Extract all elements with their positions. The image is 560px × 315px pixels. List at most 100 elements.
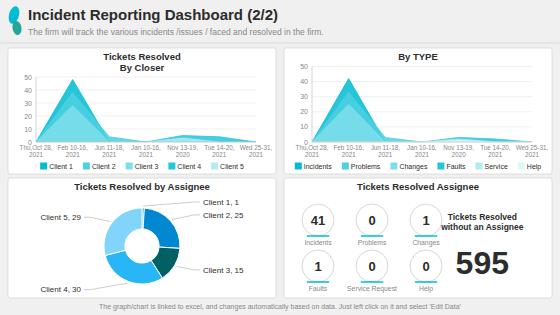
x-axis [36, 142, 256, 143]
chart-title: Tickets Resolved by Assignee [74, 181, 210, 192]
kpi-circle [302, 250, 334, 282]
legend-swatch [126, 163, 133, 170]
leader-line [176, 266, 200, 270]
text-line: 2021 [212, 151, 227, 158]
chart-title: By TYPE [398, 51, 438, 62]
legend-label: Service [484, 163, 507, 170]
legend-swatch [211, 163, 218, 170]
text-line: 2021 [66, 151, 81, 158]
text-line: Tue 14-20, [204, 144, 234, 151]
title: Incident Reporting Dashboard (2/2) [28, 6, 278, 23]
legend-swatch [475, 163, 482, 170]
text-line: Wed 25-31, [516, 144, 549, 151]
legend-label: Client 2 [92, 163, 116, 170]
area [36, 106, 256, 142]
area [312, 79, 532, 142]
text-line: Tickets Resolved Assignee [357, 181, 479, 192]
kpi-value: 0 [368, 259, 375, 274]
text-line: Jan 10-16, [131, 144, 161, 151]
leader-line [84, 283, 127, 290]
area [312, 92, 532, 142]
slice-label: Client 3, 15 [203, 266, 244, 275]
text-line: Nov 13-19, [443, 144, 474, 151]
x-tick-label: Wed 25-31,2021 [516, 144, 549, 158]
x-tick-label: Tue 14-20,2021 [480, 144, 510, 158]
kpi-accent [361, 235, 383, 237]
area [312, 139, 532, 142]
text-line: Jan 10-16, [407, 144, 437, 151]
areas [36, 80, 256, 142]
area [312, 140, 532, 142]
text-line: 2021 [378, 151, 393, 158]
grid-line [312, 81, 532, 82]
area [36, 136, 256, 143]
text-line: without an Assignee [440, 222, 524, 232]
legend-label: Help [527, 163, 542, 171]
text-line: Jun 11-18, [95, 144, 125, 151]
legend-swatch [518, 163, 525, 170]
legend-label: Client 5 [220, 163, 244, 170]
text-line: 2021 [525, 151, 540, 158]
y-axis [36, 77, 37, 142]
slice-label: Client 1, 1 [203, 198, 240, 207]
text-line: 2021 [342, 151, 357, 158]
slice [105, 250, 162, 284]
text-line: Wed 25-31, [240, 144, 273, 151]
background [0, 0, 560, 315]
x-tick-label: Jan 10-16,2021 [407, 144, 437, 158]
x-tick-label: Tue 14-20,2021 [204, 144, 234, 158]
legend-label: Client 1 [49, 163, 73, 170]
text-line: Tickets Resolved [103, 51, 181, 62]
legend-swatch [168, 163, 175, 170]
area-line [312, 140, 532, 142]
kpi-value: 0 [422, 259, 429, 274]
kpi-circle [356, 250, 388, 282]
legend-swatch [342, 163, 349, 170]
kpi-label: Help [419, 285, 433, 293]
area-line [36, 80, 256, 142]
text-line: 2020 [452, 151, 467, 158]
kpi-accent [415, 235, 437, 237]
area [36, 93, 256, 142]
area-line [312, 137, 532, 142]
dashboard: Incident Reporting Dashboard (2/2)The fi… [0, 0, 560, 315]
kpi-accent [307, 235, 329, 237]
text-line: Thu,Oct 28, [20, 144, 53, 151]
y-tick-label: 10 [300, 123, 308, 130]
area-line [36, 93, 256, 142]
legend-swatch [437, 163, 444, 170]
panel [284, 178, 552, 298]
area [36, 80, 256, 142]
y-tick-label: 40 [300, 78, 308, 85]
legend-label: Incidents [304, 163, 333, 170]
kpi-side: Tickets Resolvedwithout an Assignee595 [440, 212, 524, 281]
kpi-circle [302, 204, 334, 236]
text-line: Tickets Resolved by Assignee [74, 181, 210, 192]
legend-label: Problems [351, 163, 381, 170]
text-line: By Closer [120, 62, 165, 73]
x-tick-label: Jan 10-16,2021 [131, 144, 161, 158]
y-tick-label: 50 [24, 74, 32, 81]
area-line [36, 136, 256, 143]
kpi-value: 595 [456, 245, 509, 281]
area [36, 138, 256, 142]
leader-line [84, 217, 110, 221]
text-line: 2021 [102, 151, 117, 158]
logo [11, 20, 22, 35]
panel [284, 48, 552, 174]
y-tick-label: 20 [24, 113, 32, 120]
area [312, 104, 532, 142]
plot: 01020304050Thu,Oct 28,2021Feb 10-16,2021… [296, 63, 549, 158]
x-axis [312, 142, 532, 143]
kpi-label: Problems [358, 239, 387, 246]
slice-label: Client 5, 29 [41, 213, 82, 222]
y-tick-label: 30 [24, 100, 32, 107]
y-tick-label: 30 [300, 93, 308, 100]
slice-label: Client 2, 25 [203, 211, 244, 220]
legend: Client 1Client 2Client 3Client 4Client 5 [40, 163, 244, 170]
area-line [36, 106, 256, 142]
legend-swatch [295, 163, 302, 170]
y-tick-label: 20 [300, 108, 308, 115]
kpi-circle [410, 204, 442, 236]
slice [143, 208, 180, 248]
